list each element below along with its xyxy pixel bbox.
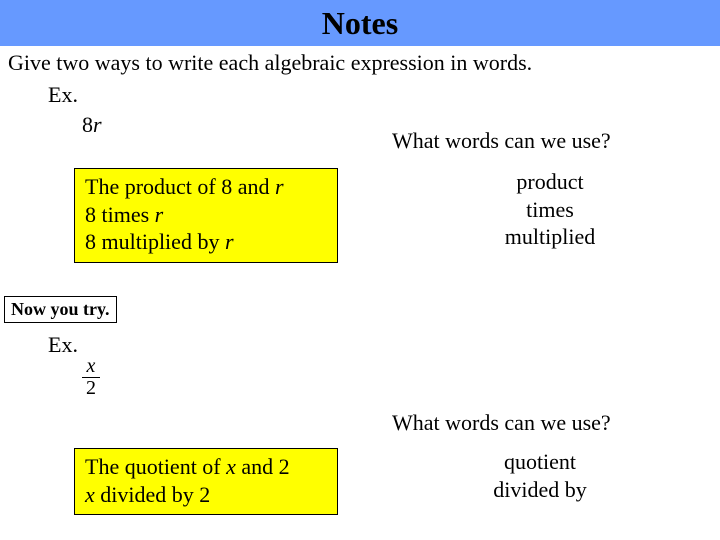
expr1-var: r	[93, 112, 102, 137]
answer1-line1: The product of 8 and r	[85, 173, 327, 201]
answer1-line2: 8 times r	[85, 201, 327, 229]
example2-label: Ex.	[48, 332, 78, 358]
kw1-3: multiplied	[460, 223, 640, 251]
frac-den: 2	[82, 378, 100, 399]
now-you-try-box: Now you try.	[4, 296, 117, 323]
answer2-line1: The quotient of x and 2	[85, 453, 327, 481]
example2-answers: The quotient of x and 2 x divided by 2	[74, 448, 338, 515]
header-bar: Notes	[0, 0, 720, 46]
answer1-line3: 8 multiplied by r	[85, 228, 327, 256]
kw1-2: times	[460, 196, 640, 224]
instruction-text: Give two ways to write each algebraic ex…	[0, 46, 720, 76]
example2-keywords: quotient divided by	[440, 448, 640, 503]
kw2-1: quotient	[440, 448, 640, 476]
frac-num: x	[82, 356, 100, 378]
page-title: Notes	[322, 5, 398, 42]
example1-keywords: product times multiplied	[460, 168, 640, 251]
example1-answers: The product of 8 and r 8 times r 8 multi…	[74, 168, 338, 263]
prompt2: What words can we use?	[392, 410, 611, 436]
example2-expression: x 2	[82, 356, 100, 399]
kw2-2: divided by	[440, 476, 640, 504]
answer2-line2: x divided by 2	[85, 481, 327, 509]
example1-label: Ex.	[48, 82, 720, 108]
kw1-1: product	[460, 168, 640, 196]
expr1-coef: 8	[82, 112, 93, 137]
prompt1: What words can we use?	[392, 128, 611, 154]
